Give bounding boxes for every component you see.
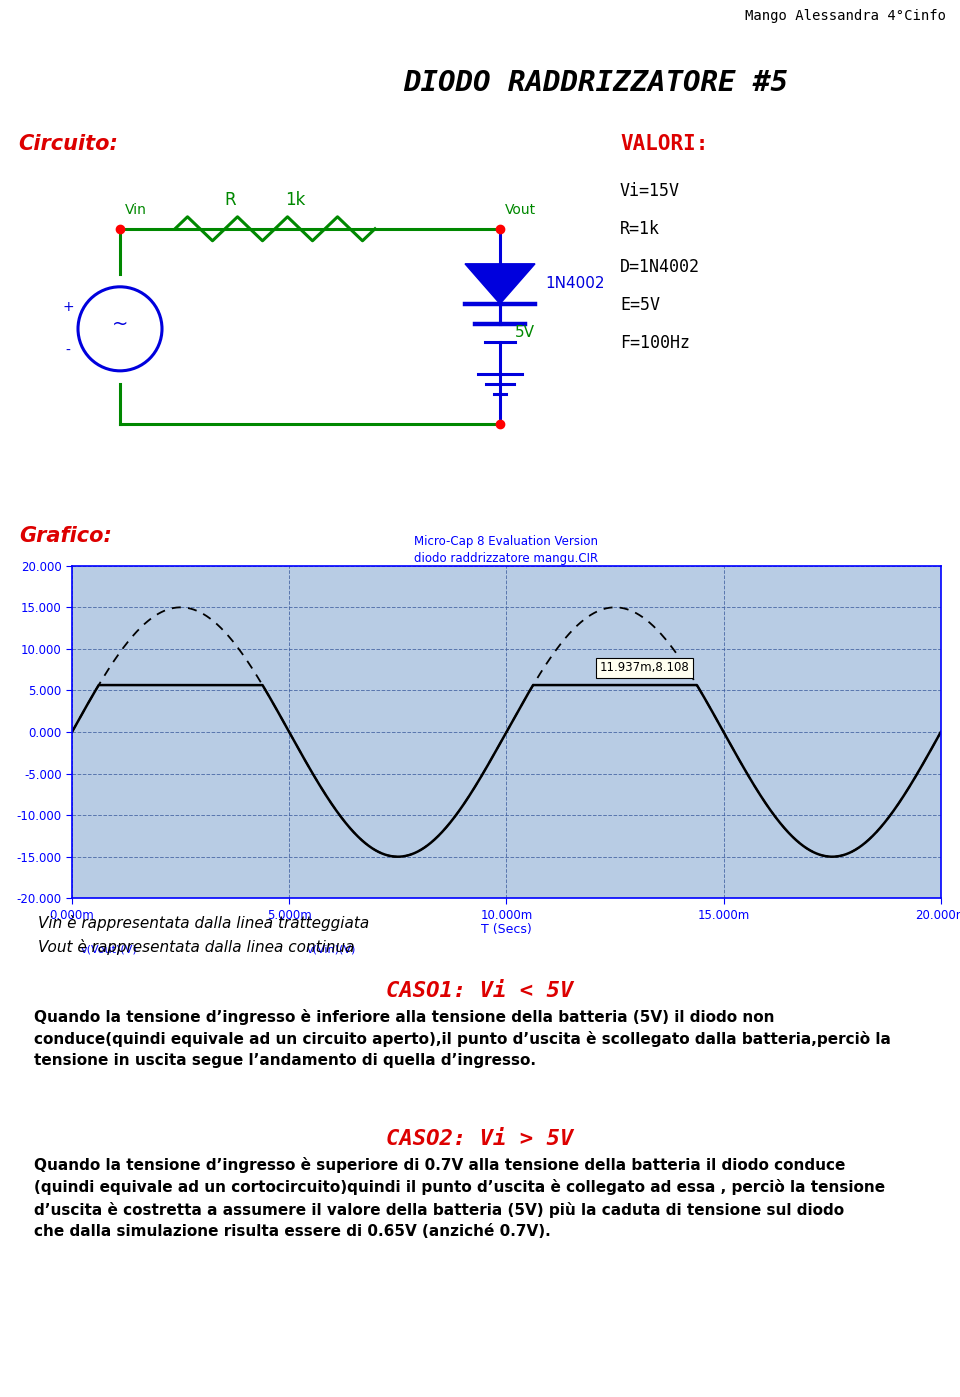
- Text: Vout: Vout: [505, 203, 536, 217]
- Text: v(Vout)(V): v(Vout)(V): [81, 944, 137, 954]
- Text: 11.937m,8.108: 11.937m,8.108: [599, 661, 689, 675]
- Text: Mango Alessandra 4°Cinfo: Mango Alessandra 4°Cinfo: [745, 10, 946, 24]
- Text: CASO2: Vi > 5V: CASO2: Vi > 5V: [386, 1129, 574, 1148]
- Text: R=1k: R=1k: [620, 219, 660, 237]
- Text: ~: ~: [111, 314, 129, 334]
- Text: -: -: [65, 344, 70, 358]
- Text: Vi=15V: Vi=15V: [620, 182, 680, 200]
- Text: DIODO RADDRIZZATORE #5: DIODO RADDRIZZATORE #5: [402, 70, 788, 98]
- Text: Vout è rappresentata dalla linea continua: Vout è rappresentata dalla linea continu…: [38, 939, 355, 954]
- Text: Vin: Vin: [125, 203, 147, 217]
- Text: D=1N4002: D=1N4002: [620, 258, 700, 275]
- Polygon shape: [465, 264, 535, 303]
- Text: 1N4002: 1N4002: [545, 277, 605, 292]
- Text: CASO1: Vi < 5V: CASO1: Vi < 5V: [386, 981, 574, 1000]
- Text: v(Vin)(V): v(Vin)(V): [306, 944, 356, 954]
- Text: F=100Hz: F=100Hz: [620, 334, 690, 352]
- Title: Micro-Cap 8 Evaluation Version
diodo raddrizzatore mangu.CIR: Micro-Cap 8 Evaluation Version diodo rad…: [415, 535, 598, 564]
- Text: Circuito:: Circuito:: [18, 134, 118, 154]
- Text: VALORI:: VALORI:: [620, 134, 708, 154]
- Text: +: +: [62, 300, 74, 314]
- Text: 1k: 1k: [285, 191, 305, 208]
- Text: Grafico:: Grafico:: [19, 527, 112, 546]
- Text: Vin è rappresentata dalla linea tratteggiata: Vin è rappresentata dalla linea trattegg…: [38, 915, 370, 930]
- Text: E=5V: E=5V: [620, 296, 660, 314]
- Text: Quando la tensione d’ingresso è inferiore alla tensione della batteria (5V) il d: Quando la tensione d’ingresso è inferior…: [34, 1009, 891, 1069]
- X-axis label: T (Secs): T (Secs): [481, 923, 532, 936]
- Text: Quando la tensione d’ingresso è superiore di 0.7V alla tensione della batteria i: Quando la tensione d’ingresso è superior…: [34, 1157, 885, 1239]
- Text: R: R: [225, 191, 236, 208]
- Text: 5V: 5V: [515, 326, 535, 341]
